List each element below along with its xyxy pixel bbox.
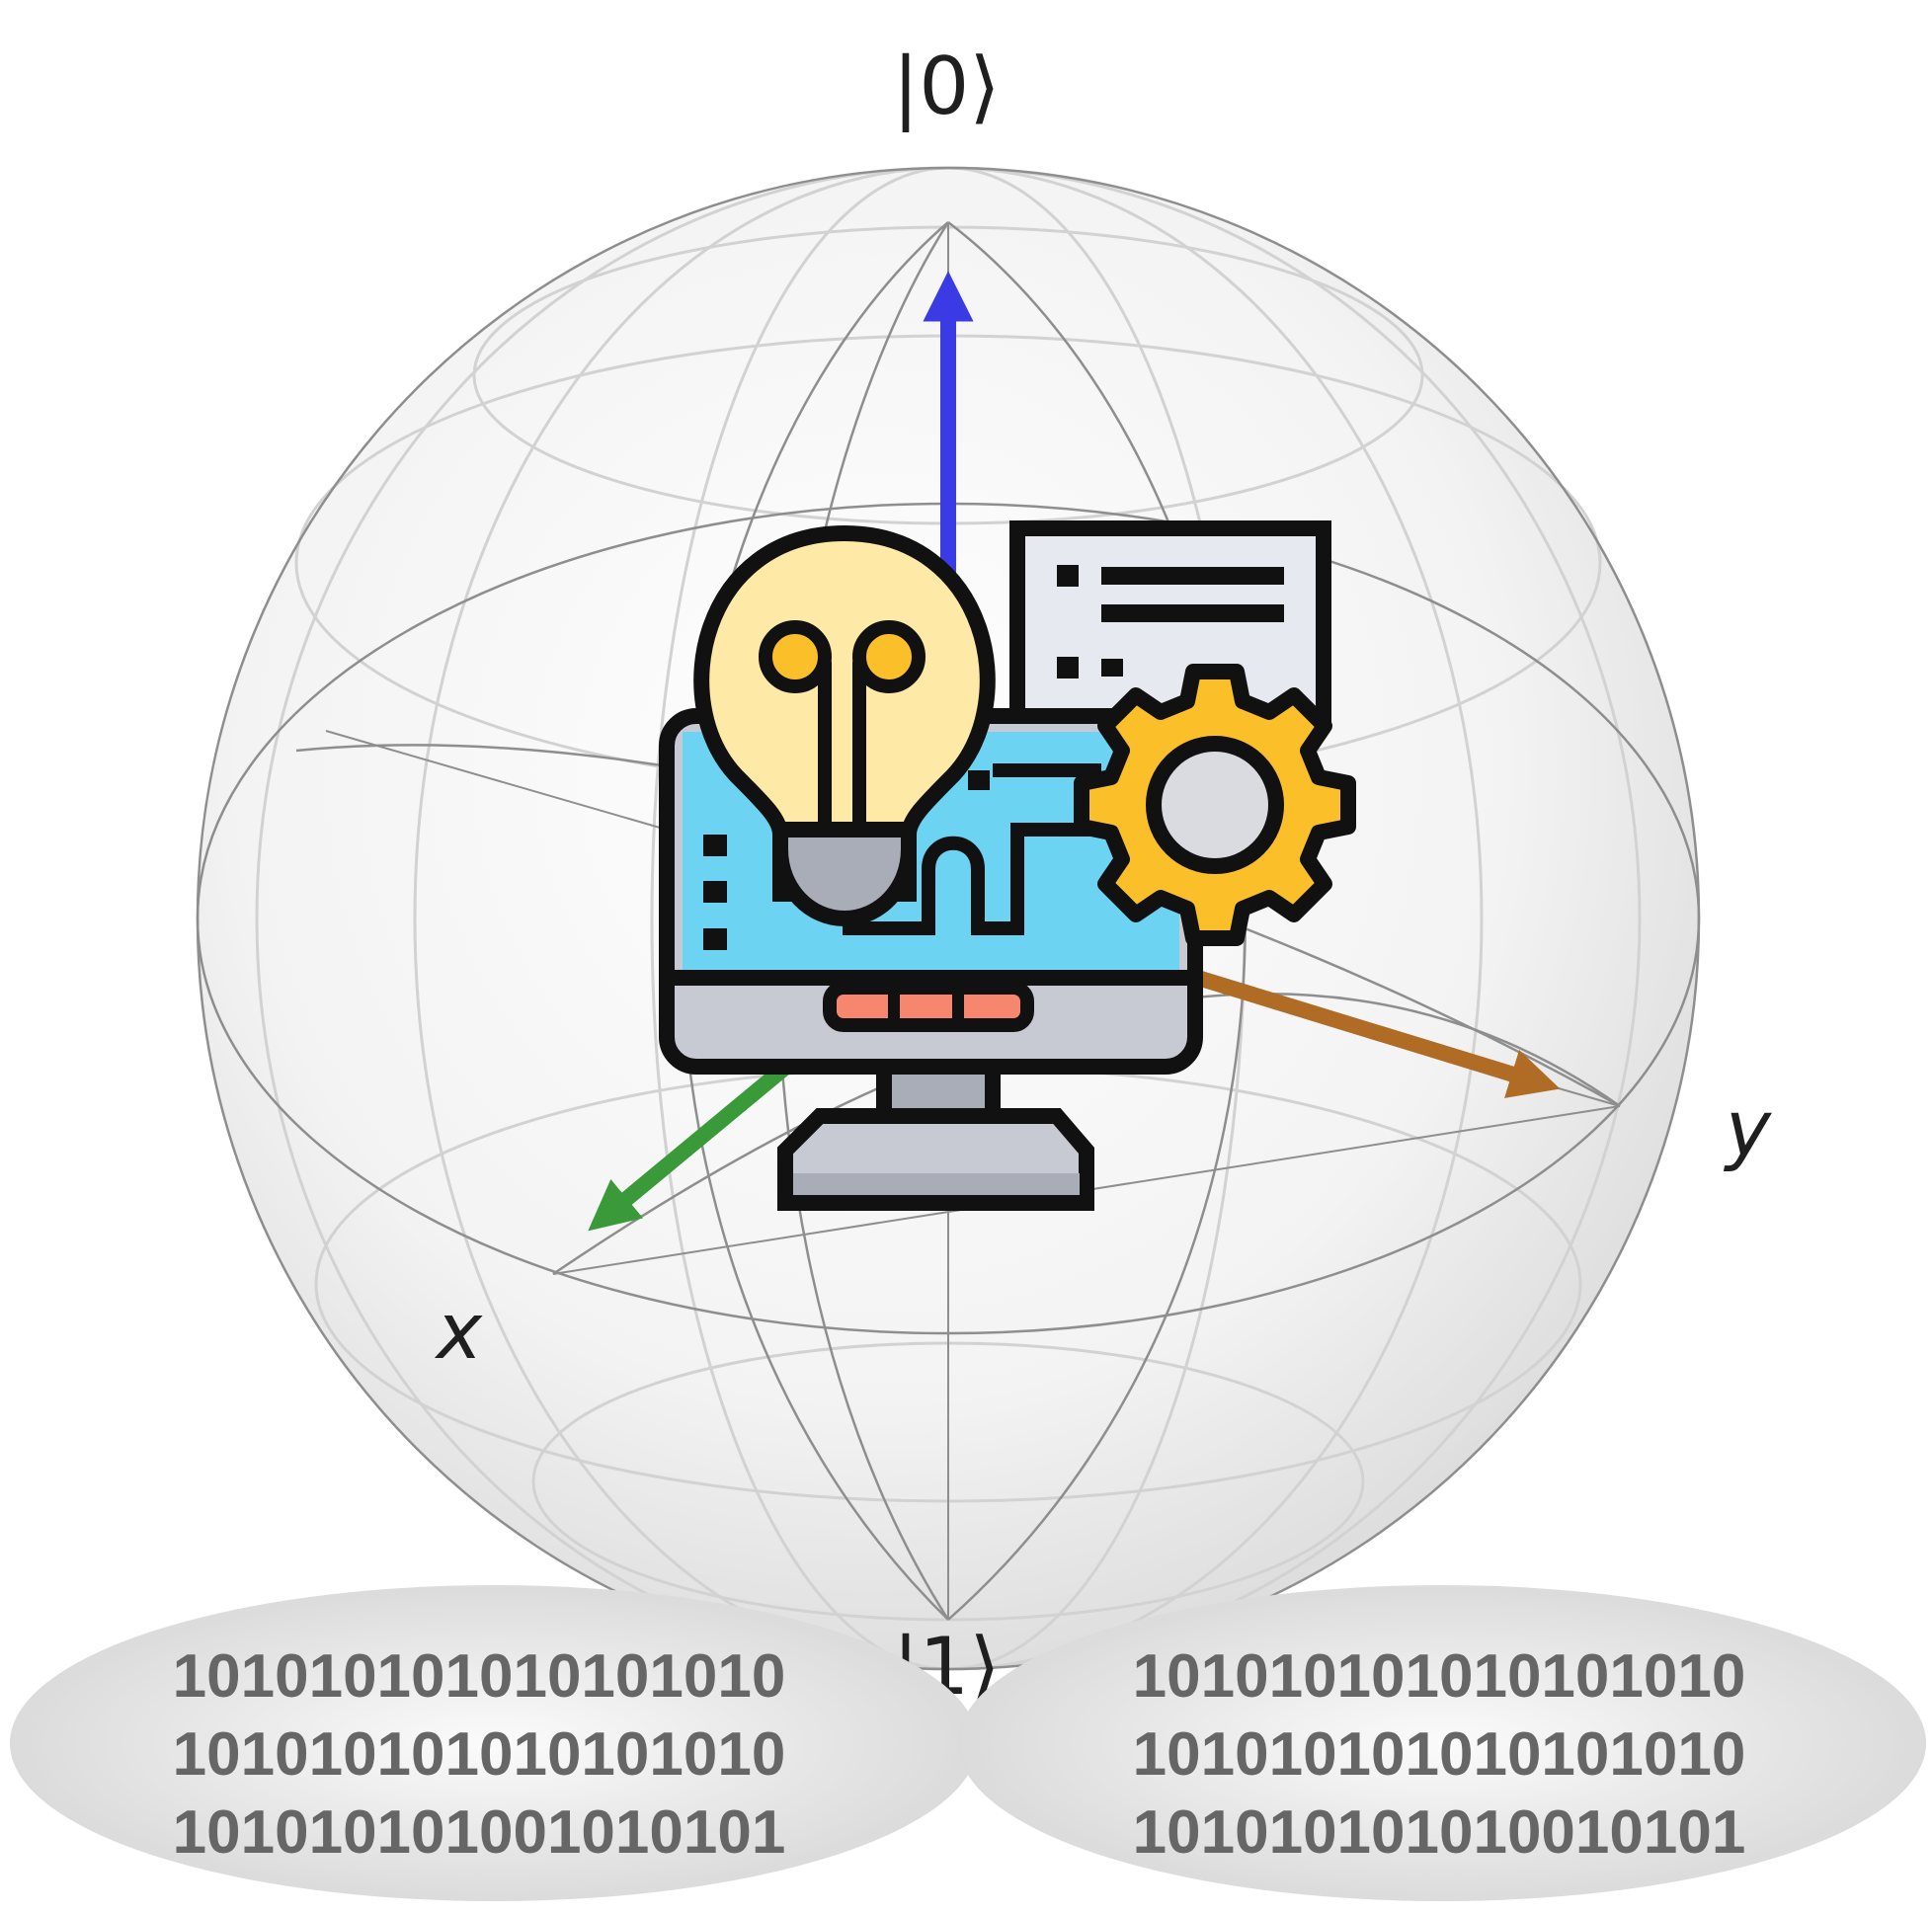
binary-line: 101010101010101010 [173, 1642, 786, 1711]
left-binary-ellipse: 101010101010101010 101010101010101010 10… [10, 1585, 978, 1901]
gear-icon [1074, 664, 1356, 946]
binary-line: 101010101010101010 [173, 1720, 786, 1789]
lightbulb-icon [693, 524, 996, 927]
y-axis-label: y [1724, 1085, 1773, 1174]
document-icon [1009, 520, 1331, 724]
x-axis-label: x [434, 1288, 483, 1377]
x-axis-arrow [588, 1040, 816, 1232]
binary-line: 101010101010101010 [1133, 1642, 1746, 1711]
right-binary-ellipse: 101010101010101010 101010101010101010 10… [958, 1585, 1926, 1901]
binary-line: 101010101010101010 [1133, 1720, 1746, 1789]
ket0-label: |0⟩ [892, 40, 1000, 133]
binary-line: 101010101001010101 [173, 1798, 786, 1867]
binary-line: 101010101010010101 [1133, 1798, 1746, 1867]
y-axis-arrow [1163, 960, 1561, 1098]
